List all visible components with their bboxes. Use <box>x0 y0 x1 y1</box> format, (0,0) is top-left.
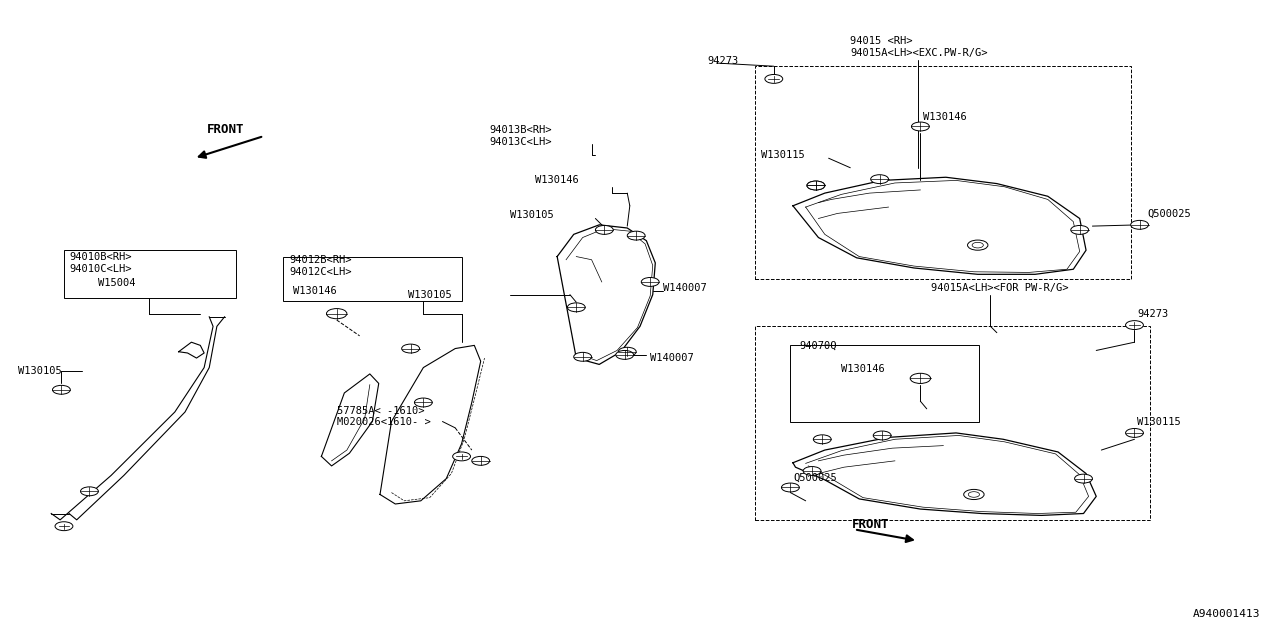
Text: W130146: W130146 <box>535 175 580 186</box>
Circle shape <box>806 181 824 190</box>
Circle shape <box>415 398 433 407</box>
Circle shape <box>402 344 420 353</box>
Circle shape <box>1125 321 1143 330</box>
Circle shape <box>911 122 929 131</box>
Text: 57785A< -1610>
M020026<1610- >: 57785A< -1610> M020026<1610- > <box>337 406 430 428</box>
Bar <box>755 66 1130 279</box>
Circle shape <box>453 452 471 461</box>
Circle shape <box>595 225 613 234</box>
Circle shape <box>641 278 659 286</box>
Circle shape <box>52 385 70 394</box>
Circle shape <box>765 74 783 83</box>
Circle shape <box>618 348 636 356</box>
Text: W130146: W130146 <box>841 364 884 374</box>
Circle shape <box>806 181 824 190</box>
Text: Q500025: Q500025 <box>1147 209 1190 218</box>
Text: FRONT: FRONT <box>206 123 244 136</box>
Bar <box>790 346 979 422</box>
Text: W140007: W140007 <box>650 353 694 363</box>
Bar <box>755 326 1149 520</box>
Circle shape <box>910 373 931 383</box>
Text: 94015A<LH><FOR PW-R/G>: 94015A<LH><FOR PW-R/G> <box>931 284 1068 293</box>
Text: W130105: W130105 <box>18 365 61 376</box>
Circle shape <box>873 431 891 440</box>
Circle shape <box>964 490 984 500</box>
Text: W15004: W15004 <box>99 278 136 288</box>
Text: A940001413: A940001413 <box>1193 609 1261 620</box>
Circle shape <box>573 353 591 361</box>
Circle shape <box>968 240 988 250</box>
Circle shape <box>782 483 799 492</box>
Text: 94012B<RH>
94012C<LH>: 94012B<RH> 94012C<LH> <box>289 255 352 277</box>
Text: 94010B<RH>
94010C<LH>: 94010B<RH> 94010C<LH> <box>69 252 132 274</box>
Circle shape <box>813 435 831 444</box>
Circle shape <box>627 231 645 240</box>
Text: 94273: 94273 <box>708 56 739 66</box>
Circle shape <box>472 456 490 465</box>
Text: W130115: W130115 <box>1137 417 1180 426</box>
Text: FRONT: FRONT <box>851 518 890 531</box>
Circle shape <box>1075 474 1092 483</box>
Text: W130146: W130146 <box>293 287 337 296</box>
Circle shape <box>968 492 979 497</box>
Circle shape <box>616 351 634 359</box>
Text: 94013B<RH>
94013C<LH>: 94013B<RH> 94013C<LH> <box>490 125 552 147</box>
Text: Q500025: Q500025 <box>792 472 837 483</box>
Circle shape <box>1071 225 1088 234</box>
Circle shape <box>803 467 820 476</box>
Circle shape <box>1125 429 1143 437</box>
Circle shape <box>972 243 983 248</box>
Circle shape <box>81 487 99 496</box>
Text: 94273: 94273 <box>1137 308 1169 319</box>
Circle shape <box>55 522 73 531</box>
Circle shape <box>326 308 347 319</box>
Circle shape <box>567 303 585 312</box>
Circle shape <box>870 175 888 184</box>
Text: 94070Q: 94070Q <box>799 340 837 350</box>
Text: W130105: W130105 <box>408 290 452 300</box>
Text: 94015 <RH>
94015A<LH><EXC.PW-R/G>: 94015 <RH> 94015A<LH><EXC.PW-R/G> <box>850 36 988 58</box>
Text: W130146: W130146 <box>923 112 966 122</box>
Text: W130115: W130115 <box>762 150 805 160</box>
Text: W130105: W130105 <box>509 211 554 220</box>
Circle shape <box>1130 220 1148 229</box>
Text: W140007: W140007 <box>663 284 707 293</box>
Bar <box>283 257 462 301</box>
Bar <box>64 250 236 298</box>
